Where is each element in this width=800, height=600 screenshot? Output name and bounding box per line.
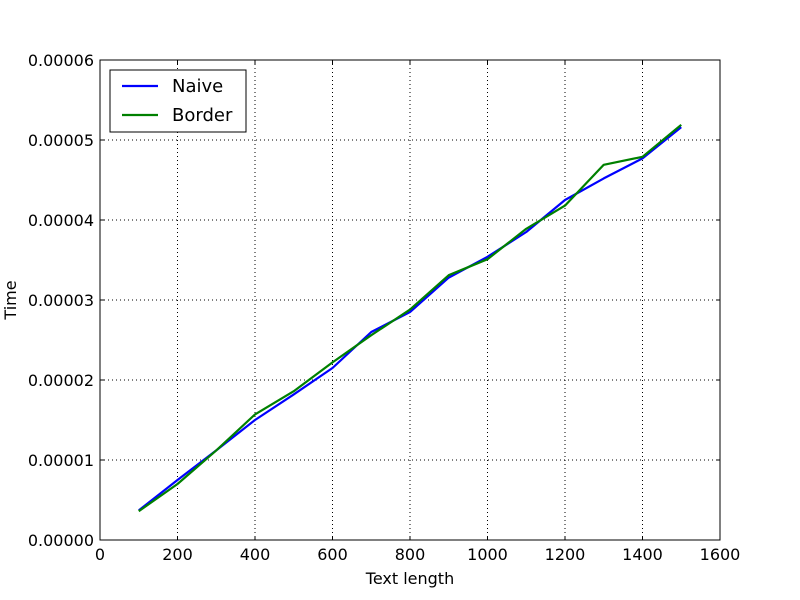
x-tick-label: 800	[395, 545, 426, 564]
y-axis-label: Time	[1, 280, 20, 320]
x-tick-label: 600	[317, 545, 348, 564]
legend-label-border: Border	[172, 105, 233, 126]
y-tick-label: 0.00005	[28, 131, 94, 150]
x-tick-label: 0	[95, 545, 105, 564]
axis-ticks: 0 200 400 600 800 1000 1200 1400 1600 0.00000 0.00…	[28, 51, 741, 564]
x-tick-label: 200	[162, 545, 193, 564]
x-tick-label: 1400	[622, 545, 663, 564]
x-tick-label: 1600	[700, 545, 741, 564]
grid	[100, 60, 720, 540]
legend-label-naive: Naive	[172, 76, 223, 97]
y-tick-label: 0.00004	[28, 211, 94, 230]
x-axis-label: Text length	[365, 569, 454, 588]
y-tick-label: 0.00001	[28, 451, 94, 470]
legend-box	[109, 69, 247, 133]
y-tick-label: 0.00006	[28, 51, 94, 70]
legend: Naive Border	[109, 69, 247, 133]
x-tick-label: 1200	[545, 545, 586, 564]
series-lines	[138, 123, 682, 513]
y-tick-label: 0.00002	[28, 371, 94, 390]
x-tick-label: 1000	[467, 545, 508, 564]
y-tick-label: 0.00003	[28, 291, 94, 310]
x-tick-label: 400	[240, 545, 271, 564]
series-line-naive	[138, 126, 682, 512]
series-line-border	[138, 123, 682, 513]
y-tick-label: 0.00000	[28, 531, 94, 550]
